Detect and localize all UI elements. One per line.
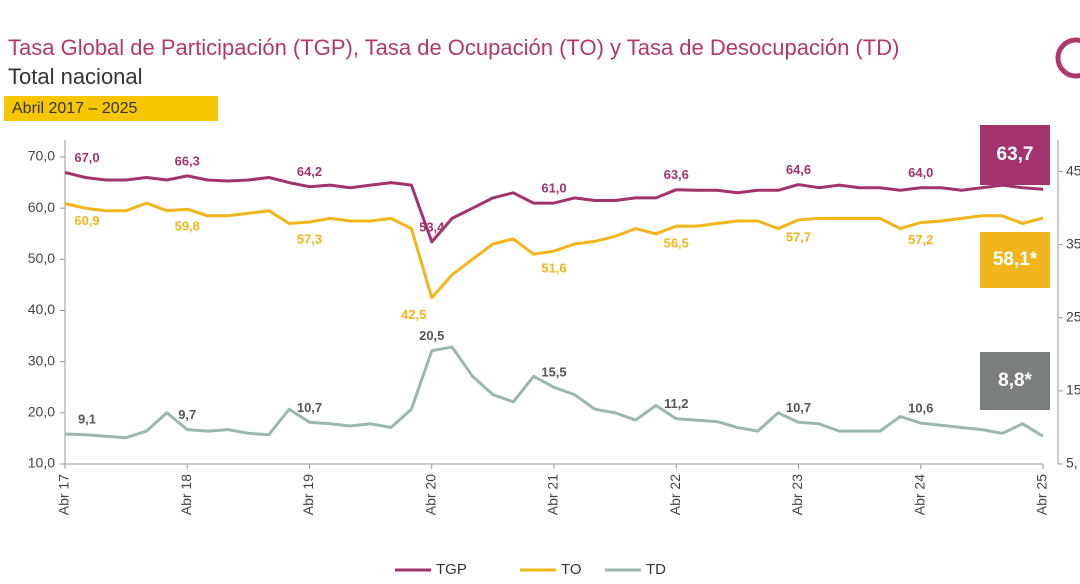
value-label: 56,5 — [664, 236, 689, 251]
series-line — [64, 170, 1044, 244]
x-tick-label: Abr 20 — [422, 474, 438, 515]
value-label: 20,5 — [419, 328, 444, 343]
x-tick-label: Abr 23 — [789, 474, 805, 515]
value-label: 11,2 — [664, 396, 689, 411]
y-tick-label: 20,0 — [28, 404, 55, 420]
x-tick-label: Abr 18 — [178, 474, 194, 515]
last-value-box — [980, 352, 1050, 410]
x-tick-label: Abr 25 — [1034, 474, 1050, 515]
period-badge — [4, 96, 218, 121]
value-label: 57,3 — [297, 231, 322, 246]
value-label: 61,0 — [541, 180, 566, 195]
legend-label: TGP — [436, 561, 467, 578]
value-label: 10,7 — [297, 400, 322, 415]
value-label: 9,1 — [78, 411, 96, 426]
value-label: 66,3 — [175, 153, 200, 168]
value-label: 60,9 — [74, 213, 99, 228]
y-tick-label: 50,0 — [28, 250, 55, 266]
period-label: Abril 2017 – 2025 — [12, 100, 138, 117]
value-label: 10,7 — [786, 400, 811, 415]
value-label: 63,6 — [664, 167, 689, 182]
chart-subtitle: Total nacional — [8, 64, 143, 89]
y2-tick-label: 45 — [1066, 162, 1080, 178]
value-label: 64,2 — [297, 164, 322, 179]
value-label: 57,2 — [908, 232, 933, 247]
value-label: 53,4 — [419, 219, 445, 234]
value-label: 10,6 — [908, 401, 933, 416]
value-label: 15,5 — [541, 365, 566, 380]
series-line — [64, 201, 1044, 300]
value-label: 64,0 — [908, 165, 933, 180]
last-value-label: 58,1* — [993, 249, 1038, 270]
y2-tick-label: 35 — [1066, 235, 1080, 251]
y-tick-label: 30,0 — [28, 352, 55, 368]
chart-title: Tasa Global de Participación (TGP), Tasa… — [8, 35, 899, 60]
legend-label: TD — [646, 561, 666, 578]
value-label: 42,5 — [401, 307, 426, 322]
value-label: 57,7 — [786, 229, 811, 244]
y2-tick-label: 5, — [1066, 455, 1078, 471]
last-value-box — [980, 232, 1050, 288]
x-tick-label: Abr 21 — [545, 474, 561, 515]
y2-tick-label: 15 — [1066, 382, 1080, 398]
y-tick-label: 60,0 — [28, 199, 55, 215]
x-tick-label: Abr 17 — [56, 474, 72, 515]
y-tick-label: 10,0 — [28, 455, 55, 471]
last-value-label: 8,8* — [998, 370, 1032, 391]
x-tick-label: Abr 22 — [667, 474, 683, 515]
x-tick-label: Abr 19 — [300, 474, 316, 515]
value-label: 51,6 — [541, 261, 566, 276]
value-label: 64,6 — [786, 162, 811, 177]
y-tick-label: 40,0 — [28, 301, 55, 317]
x-tick-label: Abr 24 — [911, 474, 927, 515]
y2-tick-label: 25 — [1066, 309, 1080, 325]
logo — [1055, 37, 1080, 79]
series-line — [64, 345, 1044, 440]
legend-label: TO — [561, 561, 582, 578]
y-tick-label: 70,0 — [28, 148, 55, 164]
value-label: 59,8 — [175, 219, 200, 234]
value-label: 9,7 — [178, 407, 196, 422]
last-value-label: 63,7 — [997, 144, 1034, 165]
last-value-box — [980, 125, 1050, 185]
value-label: 67,0 — [74, 150, 99, 165]
